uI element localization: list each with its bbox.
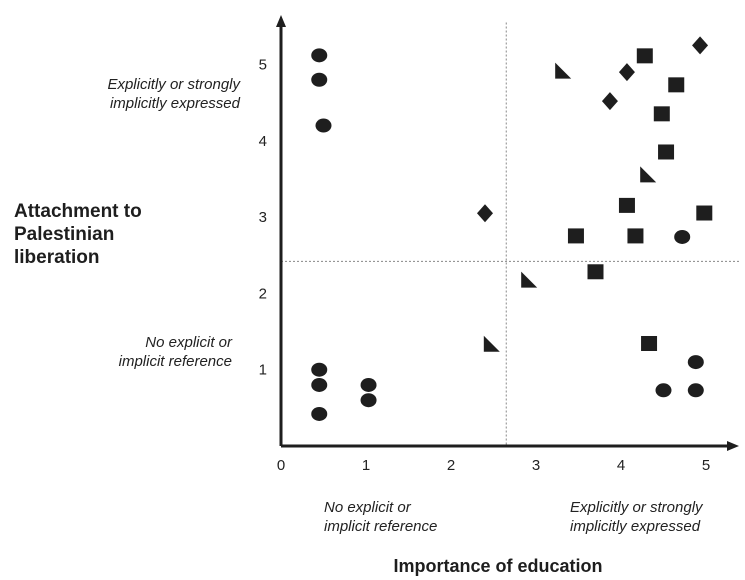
square-point <box>627 228 644 244</box>
circle-point <box>687 383 704 398</box>
x-tick-label: 5 <box>702 457 710 474</box>
square-point <box>587 264 604 280</box>
y-low-note-line-2: implicit reference <box>119 353 232 370</box>
x-low-note-line-1: No explicit or <box>324 499 412 516</box>
y-tick-label: 1 <box>259 362 267 379</box>
y-tick-label: 2 <box>259 285 267 302</box>
square-point <box>658 144 675 160</box>
triangle-point <box>555 62 572 79</box>
y-tick-label: 3 <box>259 209 267 226</box>
diamond-point <box>601 92 618 111</box>
y-tick-label: 4 <box>259 133 267 150</box>
square-point <box>653 106 670 122</box>
y-axis-ticks: 1 2 3 4 5 <box>259 57 267 379</box>
diamond-point <box>618 63 635 82</box>
circle-point <box>360 377 377 392</box>
y-low-note-line-1: No explicit or <box>145 334 233 351</box>
triangle-point <box>483 335 500 352</box>
x-tick-label: 0 <box>277 457 285 474</box>
diamond-point <box>692 36 709 55</box>
diamond-point <box>477 204 493 223</box>
circle-point <box>311 48 328 63</box>
square-point <box>696 205 713 221</box>
x-axis-label: Importance of education <box>393 556 602 576</box>
x-high-note-line-1: Explicitly or strongly <box>570 499 704 516</box>
y-axis-label-line-1: Attachment to <box>14 201 142 222</box>
circle-point <box>311 362 328 377</box>
square-point <box>668 77 685 93</box>
circle-point <box>315 118 332 133</box>
x-tick-label: 2 <box>447 457 455 474</box>
circle-point <box>360 393 377 408</box>
circle-point <box>311 377 328 392</box>
triangle-point <box>640 166 657 183</box>
x-tick-label: 1 <box>362 457 370 474</box>
square-point <box>567 228 584 244</box>
data-points <box>311 36 713 421</box>
y-high-note-line-2: implicitly expressed <box>110 95 241 112</box>
circle-point <box>655 383 672 398</box>
y-axis-label-line-3: liberation <box>14 247 100 268</box>
circle-point <box>311 72 328 87</box>
x-low-note-line-2: implicit reference <box>324 518 437 535</box>
x-axis-ticks: 0 1 2 3 4 5 <box>277 457 710 474</box>
y-axis-label-line-2: Palestinian <box>14 224 114 245</box>
y-high-note-line-1: Explicitly or strongly <box>107 76 241 93</box>
circle-point <box>687 355 704 370</box>
x-tick-label: 3 <box>532 457 540 474</box>
x-tick-label: 4 <box>617 457 625 474</box>
circle-point <box>311 406 328 421</box>
circle-point <box>674 229 691 244</box>
square-point <box>618 197 635 213</box>
square-point <box>636 48 653 64</box>
square-point <box>641 335 658 351</box>
x-high-note-line-2: implicitly expressed <box>570 518 701 535</box>
y-tick-label: 5 <box>259 57 267 74</box>
triangle-point <box>521 271 538 288</box>
